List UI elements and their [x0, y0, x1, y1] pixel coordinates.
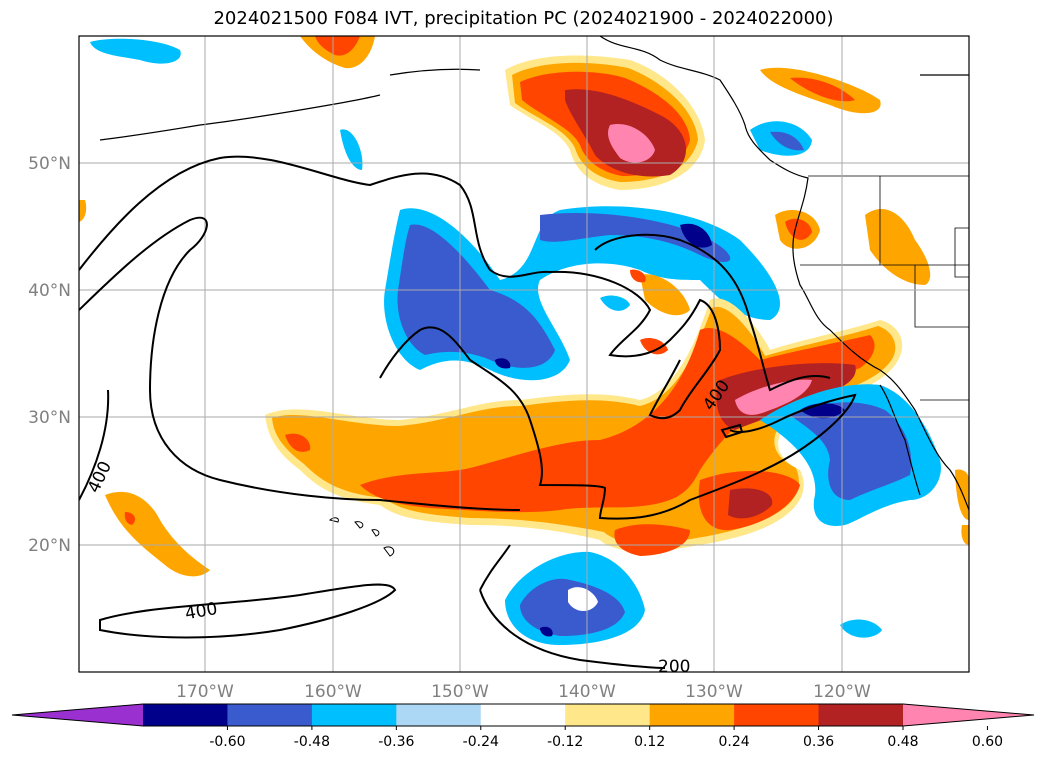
- lat-label-50n: 50°N: [28, 154, 71, 174]
- colorbar-tick-label: 0.12: [634, 734, 665, 750]
- lon-label-150w: 150°W: [431, 682, 489, 702]
- colorbar-outline: [11, 703, 1035, 727]
- colorbar-tick-label: -0.48: [294, 734, 330, 750]
- colorbar-tick-label: 0.36: [803, 734, 834, 750]
- precipitation-shading: [79, 36, 969, 645]
- map-plot-area: 400 400 400 200: [79, 36, 969, 677]
- colorbar-extend-low: [12, 704, 143, 726]
- gridlines: [79, 36, 969, 672]
- map-title: 2024021500 F084 IVT, precipitation PC (2…: [213, 8, 834, 29]
- colorbar-segment: [649, 704, 735, 726]
- state-borders: [800, 175, 969, 401]
- colorbar-tick-label: -0.36: [378, 734, 414, 750]
- lat-label-20n: 20°N: [28, 536, 71, 556]
- colorbar: -0.60 -0.48 -0.36 -0.24 -0.12 0.12 0.24 0.36 0.4…: [11, 703, 1035, 750]
- contour-label: 200: [658, 657, 690, 677]
- hawaiian-islands: [328, 517, 395, 557]
- lat-label-30n: 30°N: [28, 408, 71, 428]
- lon-label-140w: 140°W: [558, 682, 616, 702]
- colorbar-segment: [734, 704, 820, 726]
- colorbar-tick-label: -0.60: [209, 734, 245, 750]
- colorbar-extend-high: [903, 704, 1034, 726]
- lon-label-130w: 130°W: [685, 682, 743, 702]
- lon-label-160w: 160°W: [304, 682, 362, 702]
- colorbar-tick-label: -0.24: [463, 734, 499, 750]
- colorbar-tick-label: 0.60: [972, 734, 1003, 750]
- colorbar-segment: [396, 704, 482, 726]
- ivt-contours: [79, 155, 857, 669]
- colorbar-tick-label: -0.12: [547, 734, 583, 750]
- lon-label-120w: 120°W: [813, 682, 871, 702]
- colorbar-segment: [227, 704, 313, 726]
- colorbar-tick-label: 0.48: [887, 734, 918, 750]
- colorbar-segment: [143, 704, 228, 726]
- colorbar-segment: [480, 704, 566, 726]
- lat-label-40n: 40°N: [28, 281, 71, 301]
- colorbar-segment: [818, 704, 904, 726]
- latitude-labels: 50°N 40°N 30°N 20°N: [28, 154, 71, 556]
- map-frame: [78, 35, 970, 673]
- colorbar-segment: [565, 704, 651, 726]
- coastlines: [99, 36, 969, 511]
- colorbar-tick-label: 0.24: [719, 734, 750, 750]
- colorbar-segment: [311, 704, 397, 726]
- longitude-labels: 170°W 160°W 150°W 140°W 130°W 120°W: [176, 682, 871, 702]
- lon-label-170w: 170°W: [176, 682, 234, 702]
